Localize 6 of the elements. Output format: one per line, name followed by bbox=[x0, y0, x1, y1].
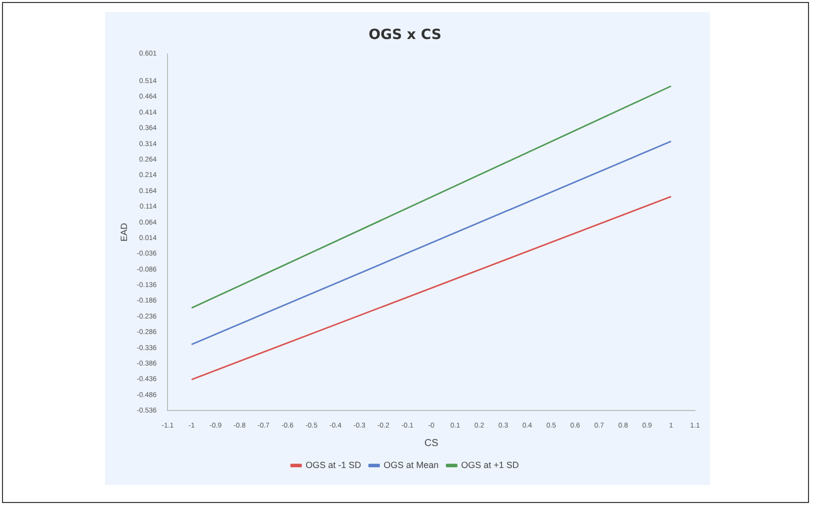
legend-label: OGS at -1 SD bbox=[306, 460, 362, 470]
chart-title: OGS x CS bbox=[368, 27, 442, 44]
legend-label: OGS at Mean bbox=[384, 460, 439, 470]
y-axis-title: EAD bbox=[118, 222, 129, 242]
legend-label: OGS at +1 SD bbox=[461, 460, 520, 470]
x-axis-title: CS bbox=[424, 438, 439, 449]
